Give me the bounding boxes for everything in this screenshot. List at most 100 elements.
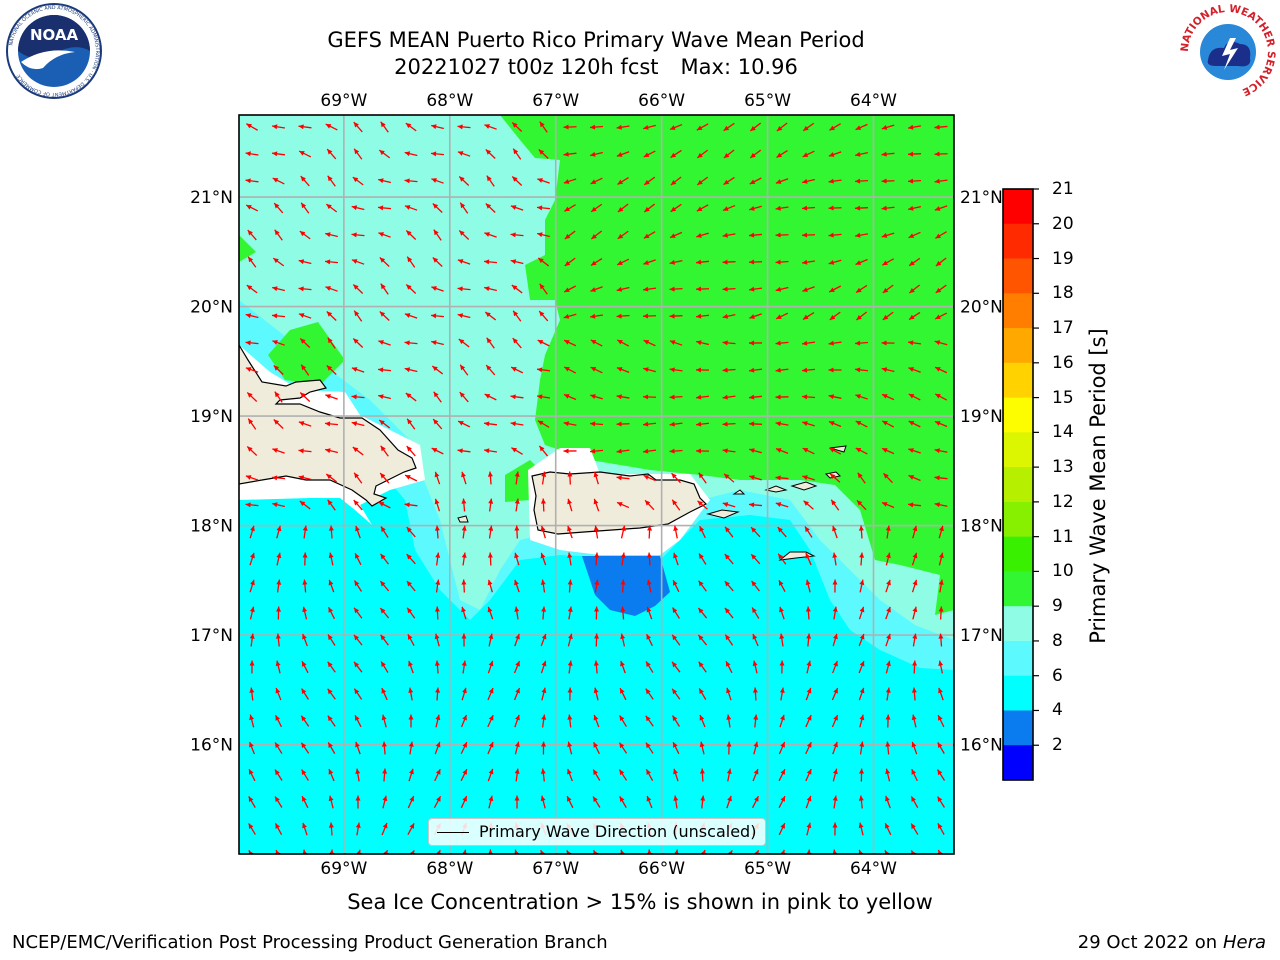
wave-arrow bbox=[408, 768, 414, 782]
wave-arrow bbox=[938, 633, 944, 647]
wave-arrow bbox=[486, 337, 495, 349]
colorbar-tick-label: 8 bbox=[1052, 630, 1063, 651]
wave-arrow bbox=[590, 230, 603, 240]
lon-label-bottom-3: 66°W bbox=[638, 859, 685, 879]
wave-arrow bbox=[722, 340, 736, 346]
wave-arrow bbox=[696, 232, 709, 238]
wave-arrow bbox=[699, 525, 706, 539]
wave-arrow bbox=[616, 286, 630, 292]
wave-arrow bbox=[642, 448, 657, 454]
wave-arrow bbox=[618, 769, 628, 781]
wave-arrow bbox=[245, 151, 259, 157]
wave-arrow bbox=[404, 178, 418, 184]
wave-arrow bbox=[590, 339, 603, 347]
wave-arrow bbox=[748, 394, 763, 400]
wave-arrow bbox=[488, 525, 494, 539]
wave-arrow bbox=[353, 148, 363, 160]
wave-arrow bbox=[618, 742, 628, 754]
wave-arrow bbox=[404, 205, 418, 211]
colorbar-tick-label: 6 bbox=[1052, 665, 1063, 686]
wave-arrow bbox=[485, 364, 496, 376]
wave-arrow bbox=[246, 123, 258, 131]
wave-arrow bbox=[748, 502, 763, 508]
wave-arrow bbox=[380, 526, 389, 538]
wave-arrow bbox=[299, 338, 311, 348]
wave-arrow bbox=[881, 340, 895, 346]
wave-arrow bbox=[514, 849, 520, 854]
wave-arrow bbox=[673, 525, 679, 539]
wave-arrow bbox=[325, 286, 338, 292]
wave-arrow bbox=[512, 310, 522, 322]
wave-arrow bbox=[327, 499, 336, 511]
wave-arrow bbox=[751, 795, 760, 809]
wave-arrow bbox=[750, 526, 761, 538]
wave-arrow bbox=[539, 283, 548, 295]
wave-arrow bbox=[803, 500, 814, 510]
wave-arrow bbox=[832, 633, 838, 647]
wave-arrow bbox=[351, 394, 365, 400]
wave-arrow bbox=[670, 149, 682, 159]
wave-arrow bbox=[484, 286, 497, 292]
wave-arrow bbox=[271, 124, 286, 130]
wave-arrow bbox=[298, 286, 312, 292]
wave-arrow bbox=[566, 850, 572, 854]
wave-arrow bbox=[299, 392, 311, 402]
wave-arrow bbox=[249, 552, 255, 566]
wave-arrow bbox=[854, 340, 869, 346]
wave-arrow bbox=[616, 151, 630, 157]
wave-arrow bbox=[245, 340, 259, 346]
wave-arrow bbox=[274, 769, 283, 781]
wave-arrow bbox=[435, 849, 441, 854]
wave-arrow bbox=[563, 151, 577, 157]
wave-arrow bbox=[805, 795, 812, 809]
wave-arrow bbox=[910, 850, 916, 854]
wave-arrow bbox=[378, 232, 391, 238]
wave-arrow bbox=[908, 231, 921, 239]
wave-arrow bbox=[327, 634, 336, 646]
wave-arrow bbox=[885, 687, 891, 701]
wave-arrow bbox=[832, 660, 838, 674]
wave-arrow bbox=[908, 448, 921, 454]
colorbar-swatch-9 bbox=[1003, 501, 1033, 538]
colorbar-swatch-12 bbox=[1003, 606, 1033, 642]
wave-arrow bbox=[541, 687, 547, 701]
wave-arrow bbox=[273, 365, 284, 375]
wave-arrow bbox=[487, 552, 493, 566]
wave-arrow bbox=[540, 795, 546, 809]
wave-arrow bbox=[671, 499, 681, 511]
wave-arrow bbox=[858, 633, 865, 647]
wave-arrow bbox=[724, 607, 734, 619]
wave-arrow bbox=[669, 259, 683, 265]
wave-arrow bbox=[275, 633, 281, 647]
wave-arrow bbox=[405, 284, 417, 294]
wave-arrow bbox=[859, 579, 865, 593]
wave-arrow bbox=[828, 178, 842, 184]
wave-arrow bbox=[828, 367, 842, 373]
wave-arrow bbox=[353, 661, 363, 673]
wave-arrow bbox=[407, 795, 415, 809]
wave-arrow bbox=[832, 606, 838, 620]
wave-arrow bbox=[378, 340, 391, 346]
wave-arrow bbox=[563, 448, 577, 454]
wave-arrow bbox=[434, 768, 441, 782]
wave-arrow bbox=[590, 286, 603, 292]
wave-arrow bbox=[617, 230, 629, 240]
wave-arrow bbox=[620, 633, 626, 647]
wave-arrow bbox=[353, 607, 363, 619]
wave-arrow bbox=[567, 525, 573, 539]
wave-arrow bbox=[567, 768, 573, 782]
wave-arrow bbox=[302, 606, 308, 620]
wave-arrow bbox=[934, 151, 948, 157]
wave-arrow bbox=[300, 715, 310, 727]
wave-arrow bbox=[431, 124, 444, 130]
wave-arrow bbox=[382, 849, 389, 854]
wave-arrow bbox=[645, 688, 654, 700]
wave-arrow bbox=[620, 525, 626, 539]
wave-arrow bbox=[461, 606, 467, 620]
wave-arrow bbox=[832, 768, 838, 782]
wave-arrow bbox=[697, 607, 708, 619]
wave-arrow bbox=[616, 394, 630, 400]
wave-arrow bbox=[536, 394, 551, 400]
wave-arrow bbox=[540, 849, 546, 854]
wave-arrow bbox=[432, 418, 443, 430]
